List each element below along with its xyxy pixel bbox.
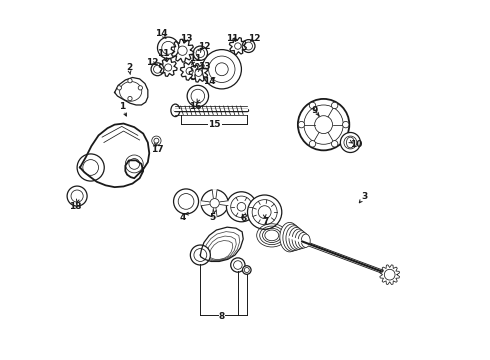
Circle shape	[202, 50, 242, 89]
Text: 9: 9	[312, 106, 318, 115]
Text: 18: 18	[69, 202, 81, 211]
Circle shape	[196, 49, 205, 58]
Polygon shape	[213, 208, 217, 217]
Text: 16: 16	[189, 102, 201, 111]
Circle shape	[341, 132, 360, 153]
Circle shape	[343, 121, 349, 128]
Ellipse shape	[286, 226, 302, 251]
Circle shape	[315, 116, 333, 134]
Circle shape	[152, 136, 161, 145]
Circle shape	[153, 65, 161, 73]
Circle shape	[187, 85, 209, 107]
Circle shape	[157, 37, 179, 59]
Circle shape	[215, 63, 228, 76]
Circle shape	[173, 189, 198, 214]
Circle shape	[67, 186, 87, 206]
Circle shape	[178, 194, 194, 209]
Circle shape	[151, 63, 164, 76]
Ellipse shape	[292, 229, 306, 249]
Circle shape	[252, 200, 277, 225]
Circle shape	[384, 269, 395, 280]
Circle shape	[298, 121, 305, 128]
Circle shape	[162, 41, 174, 54]
Text: 10: 10	[349, 140, 362, 149]
Circle shape	[178, 46, 187, 55]
Ellipse shape	[171, 104, 180, 117]
Text: 12: 12	[197, 41, 210, 50]
Circle shape	[237, 203, 245, 211]
Circle shape	[210, 199, 220, 208]
Circle shape	[125, 155, 143, 173]
Ellipse shape	[283, 224, 301, 251]
Text: 12: 12	[146, 58, 158, 67]
Ellipse shape	[295, 231, 307, 249]
Text: 13: 13	[180, 35, 192, 44]
Circle shape	[154, 138, 159, 143]
Text: 1: 1	[119, 102, 125, 111]
Circle shape	[235, 43, 241, 49]
Circle shape	[117, 86, 122, 90]
Text: 3: 3	[362, 192, 368, 201]
Circle shape	[231, 196, 252, 217]
Circle shape	[242, 40, 255, 53]
Text: 6: 6	[240, 214, 246, 223]
Text: 4: 4	[179, 213, 186, 222]
Circle shape	[258, 206, 271, 219]
Circle shape	[231, 258, 245, 272]
Circle shape	[194, 249, 207, 261]
Text: 14: 14	[155, 29, 168, 38]
Circle shape	[128, 96, 132, 101]
Circle shape	[71, 190, 83, 202]
Circle shape	[138, 86, 143, 90]
Ellipse shape	[280, 222, 299, 252]
Circle shape	[195, 69, 202, 76]
Polygon shape	[80, 123, 149, 187]
Circle shape	[331, 141, 338, 147]
Circle shape	[331, 102, 338, 109]
Circle shape	[201, 190, 228, 217]
Polygon shape	[200, 227, 243, 261]
Ellipse shape	[298, 232, 309, 248]
Circle shape	[165, 64, 172, 71]
Circle shape	[298, 99, 349, 150]
Circle shape	[190, 245, 210, 265]
Polygon shape	[213, 190, 217, 198]
Polygon shape	[115, 77, 148, 105]
Text: 17: 17	[151, 145, 164, 154]
Text: 14: 14	[203, 77, 216, 86]
Text: 11: 11	[189, 54, 201, 63]
Circle shape	[128, 78, 132, 83]
Circle shape	[193, 46, 207, 60]
Circle shape	[191, 89, 205, 103]
Text: 2: 2	[126, 63, 132, 72]
Circle shape	[245, 267, 249, 273]
Polygon shape	[220, 201, 228, 205]
Circle shape	[304, 105, 343, 144]
Circle shape	[209, 56, 235, 82]
Ellipse shape	[289, 228, 304, 250]
Circle shape	[129, 158, 140, 169]
Text: 8: 8	[219, 312, 225, 321]
Circle shape	[186, 67, 193, 75]
Circle shape	[344, 136, 357, 149]
Text: 12: 12	[247, 35, 260, 44]
Text: 11: 11	[226, 35, 239, 44]
Polygon shape	[201, 201, 210, 205]
Circle shape	[226, 192, 256, 222]
Text: 11: 11	[157, 49, 170, 58]
Circle shape	[243, 266, 251, 274]
Circle shape	[77, 154, 104, 181]
Text: 13: 13	[197, 62, 210, 71]
Text: 5: 5	[210, 213, 216, 222]
Circle shape	[245, 42, 252, 50]
Text: 15: 15	[208, 120, 221, 129]
Ellipse shape	[301, 234, 310, 247]
Circle shape	[234, 261, 242, 269]
Circle shape	[309, 102, 316, 109]
Circle shape	[309, 141, 316, 147]
Circle shape	[83, 159, 98, 175]
Text: 7: 7	[263, 217, 269, 226]
Circle shape	[247, 195, 282, 229]
